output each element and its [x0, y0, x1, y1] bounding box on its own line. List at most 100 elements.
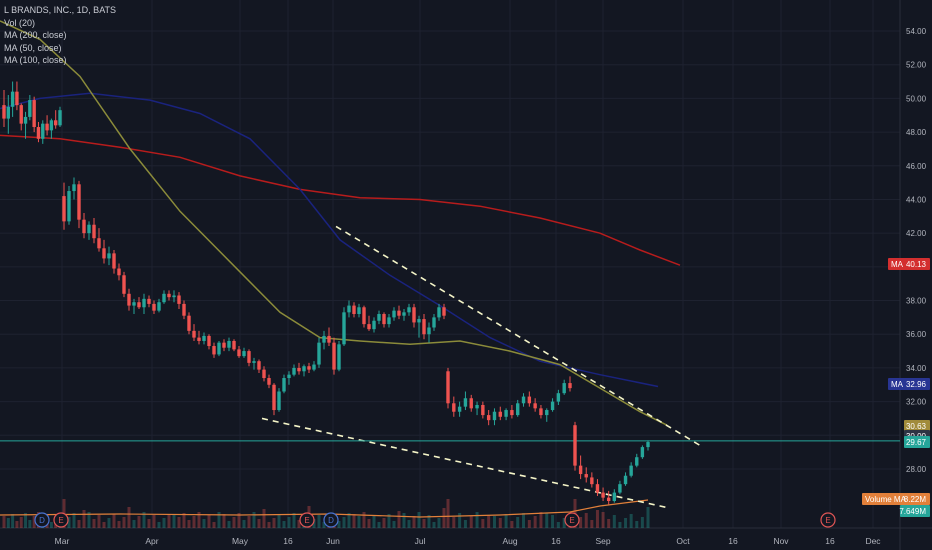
- candle-body: [15, 91, 19, 106]
- candle-body: [67, 191, 71, 222]
- candle-body: [242, 351, 246, 357]
- volume-bar: [442, 508, 446, 528]
- volume-bar: [19, 517, 23, 528]
- volume-bar: [77, 520, 81, 528]
- candle-body: [629, 465, 633, 476]
- volume-bar: [212, 522, 216, 528]
- symbol-title[interactable]: L BRANDS, INC., 1D, BATS: [4, 5, 117, 15]
- volume-bar: [15, 521, 19, 528]
- candle-body: [58, 110, 62, 126]
- volume-bar: [137, 516, 141, 528]
- candle-body: [192, 330, 196, 338]
- candle-body: [412, 307, 416, 323]
- earnings-marker[interactable]: E: [53, 512, 69, 528]
- dividend-marker[interactable]: D: [34, 512, 50, 528]
- volume-bar: [504, 514, 508, 528]
- candle-body: [402, 312, 406, 316]
- volume-bar: [539, 512, 543, 528]
- volume-bar: [607, 519, 611, 528]
- candle-body: [469, 398, 473, 409]
- x-tick-label: 16: [825, 536, 835, 546]
- candle-body: [19, 105, 23, 124]
- price-tag: [904, 436, 930, 448]
- legend-ma200[interactable]: MA (200, close): [4, 30, 67, 40]
- volume-bar: [122, 517, 126, 528]
- trendline: [335, 225, 701, 447]
- volume-bar: [242, 520, 246, 528]
- volume-bar: [481, 519, 485, 528]
- volume-bar: [277, 514, 281, 528]
- volume-bar: [612, 515, 616, 528]
- volume-bar: [28, 520, 32, 528]
- dividend-marker[interactable]: D: [323, 512, 339, 528]
- volume-bar: [287, 517, 291, 528]
- candle-body: [297, 367, 301, 372]
- candle-body: [112, 253, 116, 269]
- volume-bar: [352, 514, 356, 528]
- volume-bar: [357, 516, 361, 528]
- candle-body: [312, 364, 316, 370]
- legend-ma100[interactable]: MA (100, close): [4, 55, 67, 65]
- candle-body: [606, 497, 611, 502]
- earnings-marker[interactable]: E: [299, 512, 315, 528]
- candle-body: [107, 253, 111, 259]
- volume-bar: [510, 521, 514, 528]
- volume-bar: [498, 518, 502, 528]
- volume-bar: [87, 512, 91, 528]
- volume-bar: [446, 499, 450, 528]
- legend-volume[interactable]: Vol (20): [4, 17, 36, 28]
- x-tick-label: 16: [551, 536, 561, 546]
- earnings-marker[interactable]: E: [564, 512, 580, 528]
- price-tag-label: MA: [891, 380, 904, 389]
- candle-body: [317, 342, 321, 365]
- candle-body: [152, 303, 156, 311]
- volume-bar: [412, 516, 416, 528]
- volume-tag: [862, 493, 930, 505]
- candle-body: [498, 411, 502, 417]
- candle-body: [41, 123, 45, 139]
- volume-tag-label: Volume MA: [865, 495, 907, 504]
- event-circle: [299, 512, 315, 528]
- candle-body: [222, 342, 226, 348]
- volume-bar: [422, 519, 426, 528]
- candle-body: [322, 335, 326, 343]
- event-letter: E: [58, 516, 63, 525]
- candle-body: [475, 404, 479, 409]
- candle-body: [573, 425, 577, 466]
- volume-bar: [82, 510, 86, 528]
- volume-bar: [452, 517, 456, 528]
- volume-tag: [900, 505, 930, 517]
- volume-bar: [458, 513, 462, 528]
- event-circle: [820, 512, 836, 528]
- candle-body: [562, 383, 566, 394]
- volume-bar: [247, 516, 251, 528]
- candle-body: [486, 415, 491, 421]
- volume-bar: [635, 521, 639, 528]
- x-tick-label: Mar: [55, 536, 70, 546]
- earnings-marker[interactable]: E: [820, 512, 836, 528]
- candle-body: [287, 374, 291, 379]
- candle-body: [504, 410, 508, 417]
- volume-bar: [516, 517, 520, 528]
- volume-bar: [624, 518, 628, 528]
- y-tick-label: 48.00: [906, 128, 927, 137]
- x-tick-label: Nov: [773, 536, 789, 546]
- volume-bar: [417, 512, 421, 528]
- candle-body: [463, 398, 468, 407]
- volume-bar: [475, 512, 479, 528]
- volume-bar: [584, 513, 588, 528]
- volume-bar: [402, 513, 406, 528]
- x-tick-label: May: [232, 536, 249, 546]
- candle-body: [292, 367, 296, 375]
- candle-body: [457, 406, 462, 412]
- volume-bar: [463, 520, 467, 528]
- volume-bar: [132, 520, 136, 528]
- legend-ma50[interactable]: MA (50, close): [4, 42, 62, 53]
- candle-body: [247, 351, 251, 363]
- candle-body: [177, 295, 181, 304]
- volume-bar: [292, 513, 296, 528]
- candle-body: [97, 238, 101, 249]
